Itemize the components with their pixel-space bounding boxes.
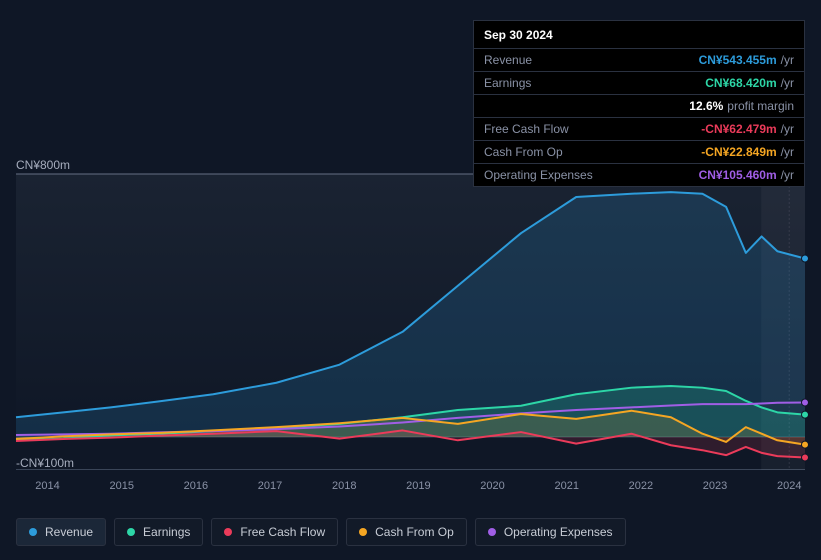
x-axis-year: 2015	[109, 480, 133, 492]
x-axis-year: 2023	[703, 480, 727, 492]
tooltip-label: Earnings	[484, 76, 705, 90]
y-axis-top-label: CN¥800m	[16, 158, 70, 172]
legend-item-earnings[interactable]: Earnings	[114, 518, 203, 546]
tooltip-label: Free Cash Flow	[484, 122, 701, 136]
x-axis-year: 2017	[258, 480, 282, 492]
tooltip-row: Free Cash Flow-CN¥62.479m/yr	[474, 118, 804, 141]
tooltip-unit: /yr	[781, 53, 794, 67]
x-axis-year: 2018	[332, 480, 356, 492]
legend-label: Earnings	[143, 525, 190, 539]
tooltip-value: CN¥105.460m	[699, 168, 777, 182]
tooltip-value: CN¥543.455m	[699, 53, 777, 67]
data-tooltip: Sep 30 2024 RevenueCN¥543.455m/yrEarning…	[473, 20, 805, 187]
tooltip-value: -CN¥22.849m	[701, 145, 776, 159]
tooltip-row: Operating ExpensesCN¥105.460m/yr	[474, 164, 804, 186]
financials-chart: CN¥800m CN¥0 -CN¥100m 201420152016201720…	[16, 160, 805, 470]
legend-label: Cash From Op	[375, 525, 454, 539]
tooltip-label: Operating Expenses	[484, 168, 699, 182]
chart-plot[interactable]	[16, 174, 805, 470]
x-axis-year: 2020	[480, 480, 504, 492]
tooltip-unit: /yr	[781, 145, 794, 159]
x-axis-year: 2014	[35, 480, 59, 492]
legend-label: Operating Expenses	[504, 525, 613, 539]
tooltip-label: Revenue	[484, 53, 699, 67]
tooltip-unit: /yr	[781, 76, 794, 90]
tooltip-row: RevenueCN¥543.455m/yr	[474, 49, 804, 72]
tooltip-row: EarningsCN¥68.420m/yr	[474, 72, 804, 95]
legend-dot-icon	[488, 528, 496, 536]
legend-dot-icon	[359, 528, 367, 536]
tooltip-value: -CN¥62.479m	[701, 122, 776, 136]
legend-dot-icon	[29, 528, 37, 536]
legend: Revenue Earnings Free Cash Flow Cash From O…	[16, 518, 626, 546]
legend-label: Free Cash Flow	[240, 525, 325, 539]
tooltip-label: Cash From Op	[484, 145, 701, 159]
tooltip-row: 12.6% profit margin	[474, 95, 804, 118]
legend-item-free-cash-flow[interactable]: Free Cash Flow	[211, 518, 338, 546]
x-axis-year: 2022	[629, 480, 653, 492]
x-axis-year: 2016	[184, 480, 208, 492]
tooltip-date: Sep 30 2024	[474, 21, 804, 49]
tooltip-row: Cash From Op-CN¥22.849m/yr	[474, 141, 804, 164]
legend-dot-icon	[127, 528, 135, 536]
tooltip-rows: RevenueCN¥543.455m/yrEarningsCN¥68.420m/…	[474, 49, 804, 186]
tooltip-unit: /yr	[781, 122, 794, 136]
x-axis-year: 2019	[406, 480, 430, 492]
legend-label: Revenue	[45, 525, 93, 539]
x-axis-year: 2024	[777, 480, 801, 492]
x-axis-year: 2021	[554, 480, 578, 492]
tooltip-value: CN¥68.420m	[705, 76, 776, 90]
legend-item-operating-expenses[interactable]: Operating Expenses	[475, 518, 626, 546]
legend-item-cash-from-op[interactable]: Cash From Op	[346, 518, 467, 546]
tooltip-unit: /yr	[781, 168, 794, 182]
legend-dot-icon	[224, 528, 232, 536]
legend-item-revenue[interactable]: Revenue	[16, 518, 106, 546]
tooltip-value: 12.6%	[689, 99, 723, 113]
tooltip-unit: profit margin	[727, 99, 794, 113]
